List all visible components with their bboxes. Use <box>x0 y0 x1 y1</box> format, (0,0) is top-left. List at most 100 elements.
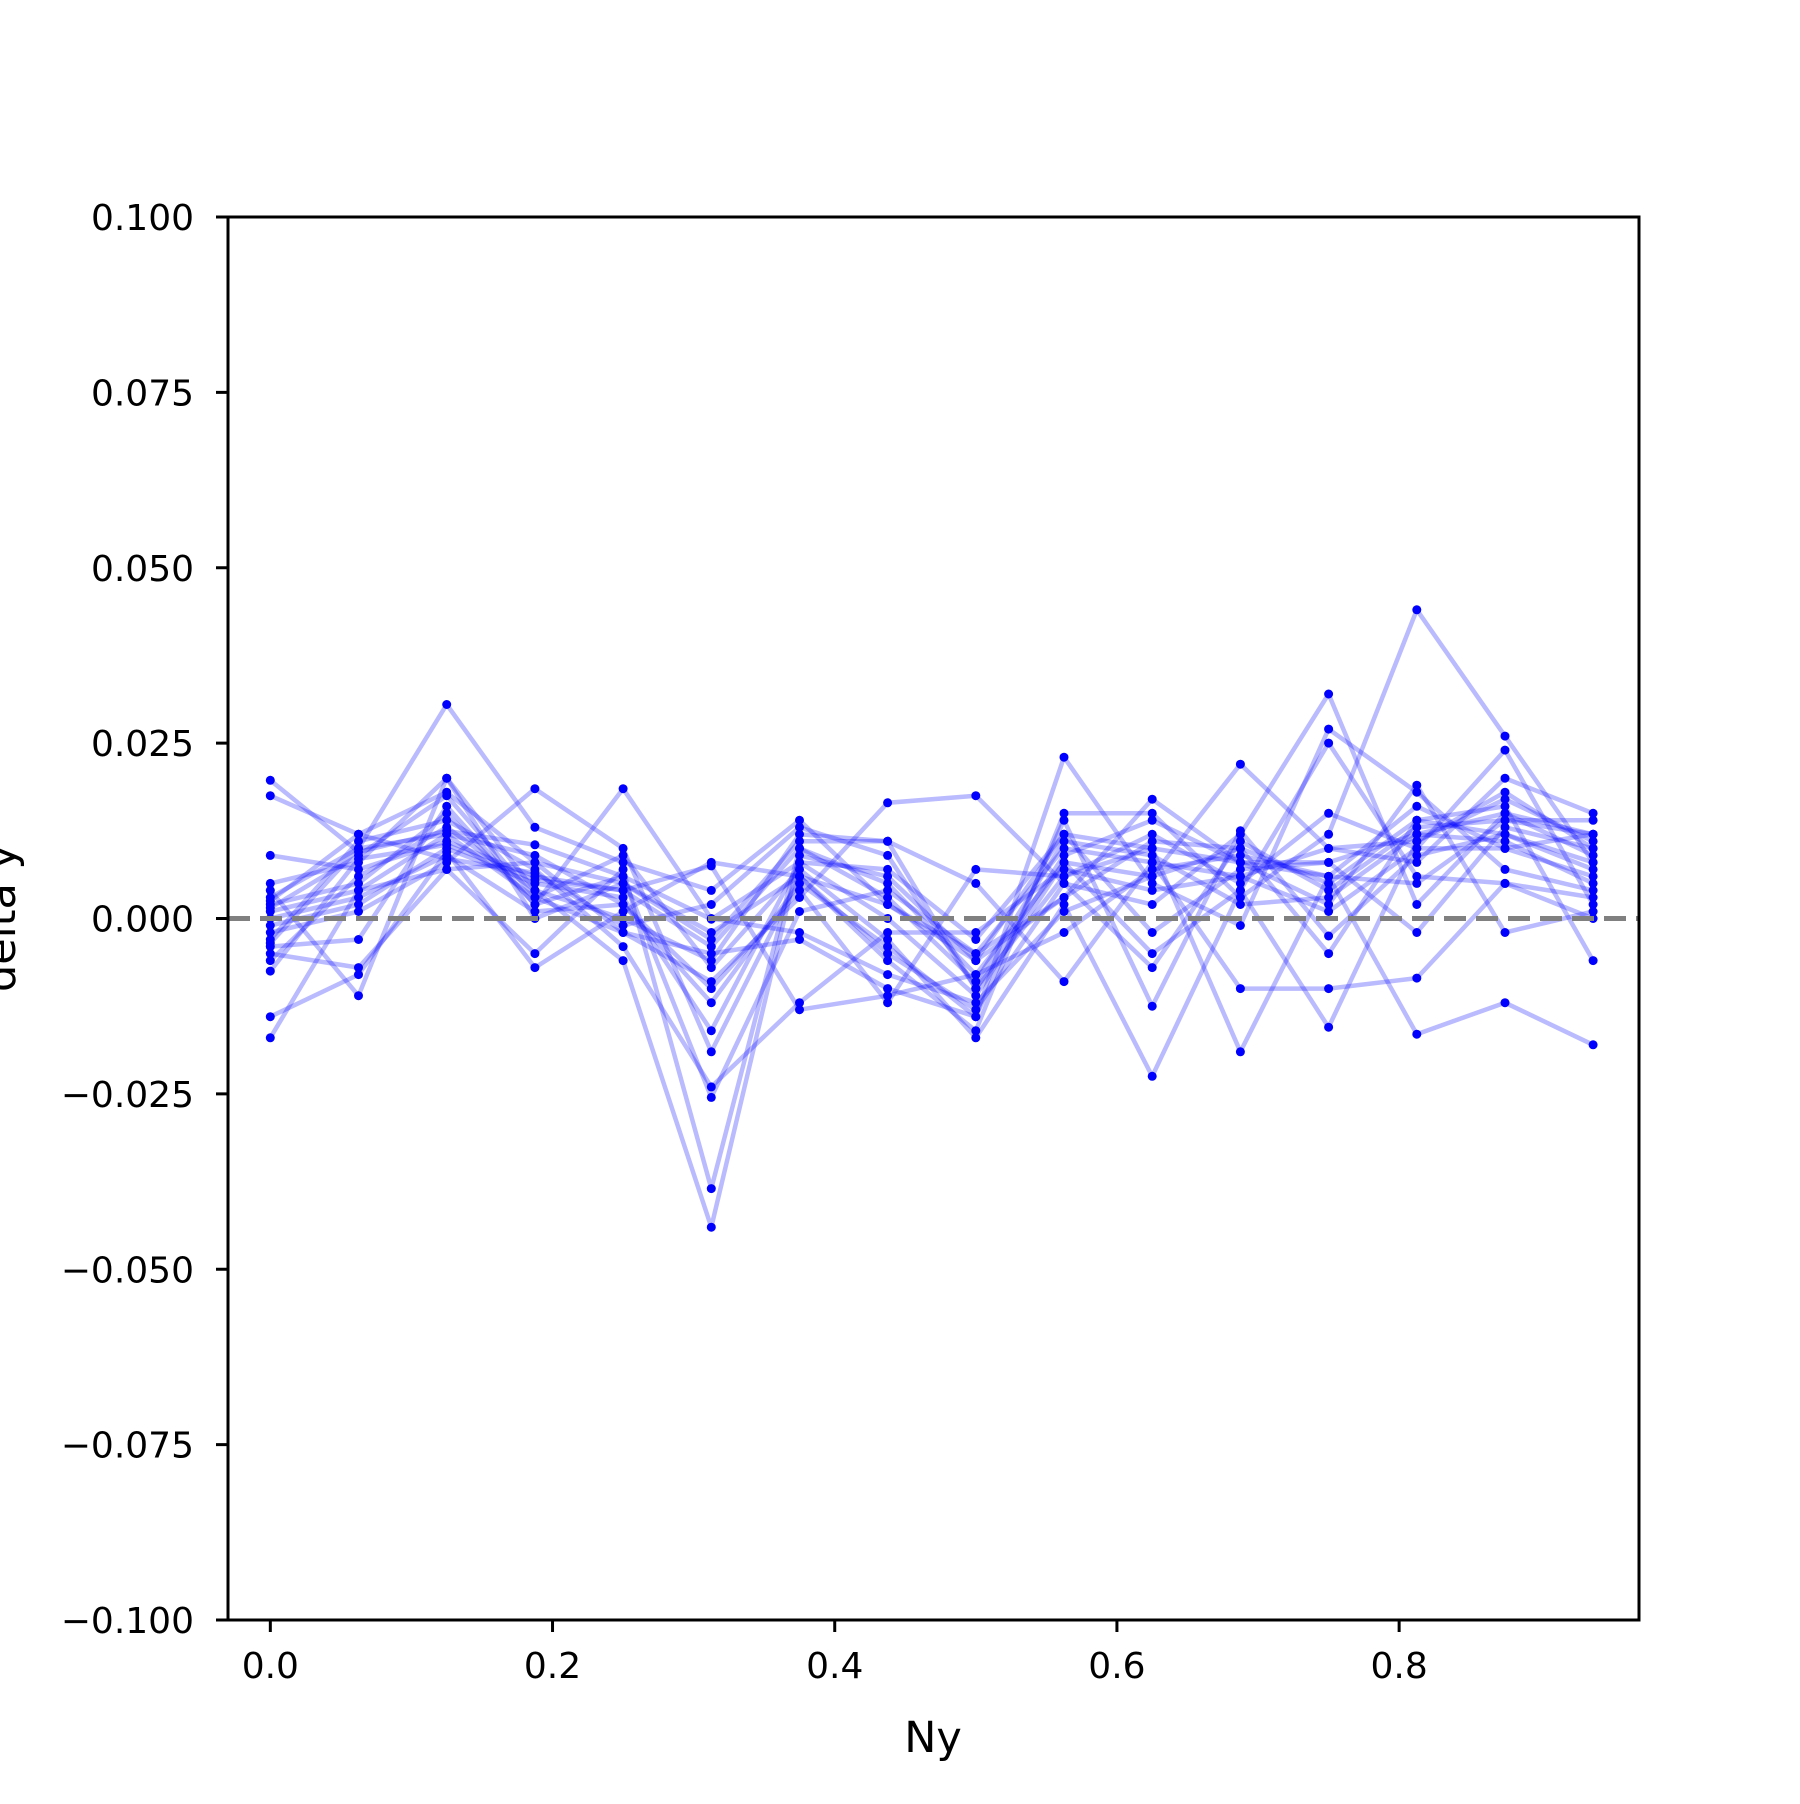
series-line-9 <box>269 740 1594 1033</box>
data-point <box>971 1005 981 1015</box>
data-point <box>883 900 893 909</box>
data-point <box>1235 836 1245 846</box>
data-point <box>883 864 893 874</box>
data-point <box>1588 843 1598 853</box>
data-point <box>1147 843 1157 853</box>
data-point <box>618 784 628 794</box>
x-tick-label: 0.6 <box>1088 1646 1145 1687</box>
data-point <box>618 956 628 966</box>
data-point <box>1235 921 1245 930</box>
data-point <box>1235 864 1245 874</box>
series-line-10 <box>269 607 1595 1055</box>
data-point <box>883 836 893 846</box>
data-point <box>1588 850 1598 860</box>
data-point <box>1412 787 1422 797</box>
data-point <box>354 935 363 944</box>
data-point <box>442 808 452 818</box>
data-point <box>883 871 893 881</box>
data-point <box>706 935 716 944</box>
data-point <box>1588 829 1598 839</box>
data-point <box>530 784 540 794</box>
data-point <box>1235 843 1245 853</box>
data-point <box>354 885 363 895</box>
data-point <box>883 850 893 860</box>
series-line-8 <box>269 726 1594 1019</box>
data-point <box>265 775 275 785</box>
data-point <box>442 864 452 874</box>
x-axis-label: Ny <box>904 1713 962 1763</box>
data-point <box>1588 956 1598 966</box>
data-point <box>1235 871 1245 881</box>
data-point <box>618 921 628 930</box>
data-point <box>1500 731 1510 741</box>
data-point <box>265 850 275 860</box>
series-line-6 <box>269 761 1594 1005</box>
series-line-7 <box>269 691 1595 984</box>
data-point <box>265 878 275 888</box>
data-point <box>795 857 804 867</box>
data-point <box>442 801 452 811</box>
data-point <box>706 963 716 973</box>
y-tick-label: 0.025 <box>91 724 194 765</box>
data-point <box>530 907 540 916</box>
data-point <box>1059 815 1069 825</box>
data-point <box>1059 977 1069 987</box>
series-line-3 <box>269 818 1594 977</box>
x-tick-label: 0.4 <box>806 1646 863 1687</box>
data-point <box>1500 822 1510 832</box>
data-point <box>1235 885 1245 895</box>
data-point <box>442 847 452 857</box>
data-point <box>618 850 628 860</box>
data-point <box>265 896 275 906</box>
data-point <box>1324 857 1334 867</box>
data-point <box>971 998 981 1008</box>
data-point <box>795 893 804 902</box>
data-point <box>354 893 363 902</box>
data-point <box>1500 864 1510 874</box>
series-line-18 <box>268 775 1594 998</box>
data-point <box>1147 864 1157 874</box>
data-point <box>1147 900 1157 909</box>
data-point <box>265 1033 275 1043</box>
data-point <box>1500 998 1510 1008</box>
data-point <box>1500 829 1510 839</box>
data-point <box>1500 878 1510 888</box>
data-point <box>1059 836 1069 846</box>
data-point <box>971 1033 981 1043</box>
data-point <box>795 850 804 860</box>
data-point <box>265 791 275 801</box>
data-point <box>265 885 275 895</box>
data-point <box>1147 808 1157 818</box>
data-point <box>354 850 363 860</box>
data-point <box>530 868 540 878</box>
data-point <box>1412 815 1422 825</box>
y-tick-label: 0.050 <box>91 549 194 590</box>
data-point <box>883 798 893 808</box>
data-point <box>706 1047 716 1057</box>
data-point <box>1147 871 1157 881</box>
data-point <box>795 1005 804 1015</box>
series-line-2 <box>269 789 1595 956</box>
data-point <box>1412 928 1422 937</box>
data-point <box>795 935 804 944</box>
series-line-19 <box>269 793 1595 1079</box>
data-point <box>1324 843 1334 853</box>
data-point <box>1324 738 1334 748</box>
data-point <box>1412 900 1422 909</box>
data-point <box>1235 878 1245 888</box>
data-point <box>1324 949 1334 959</box>
data-point <box>354 907 363 916</box>
data-point <box>1500 808 1510 818</box>
data-point <box>354 878 363 888</box>
x-tick-label: 0.2 <box>524 1646 581 1687</box>
data-point <box>618 864 628 874</box>
data-point <box>618 942 628 952</box>
data-point <box>795 928 804 937</box>
data-point <box>1588 808 1598 818</box>
data-point <box>883 949 893 959</box>
data-point <box>618 885 628 895</box>
data-point <box>1235 850 1245 860</box>
data-point <box>971 970 981 980</box>
data-point <box>1235 984 1245 994</box>
